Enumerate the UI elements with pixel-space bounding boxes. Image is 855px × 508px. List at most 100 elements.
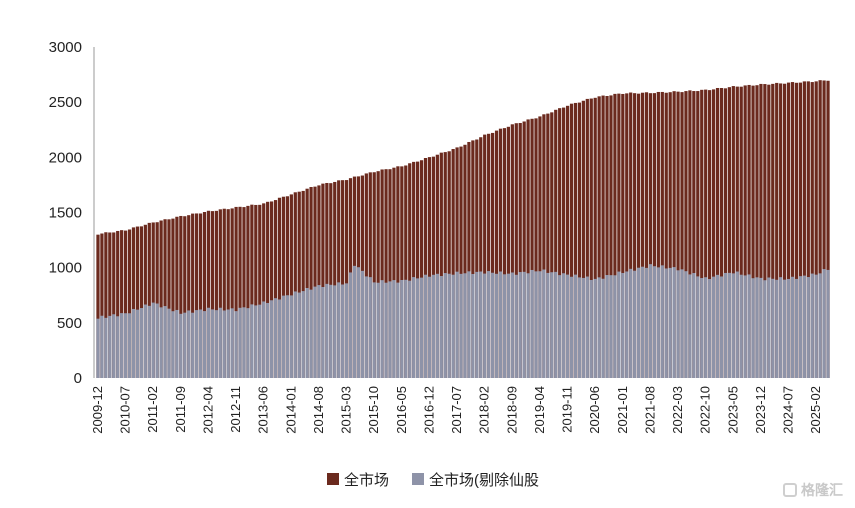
bar-ex-penny: [147, 305, 151, 378]
bar-ex-penny: [198, 309, 203, 378]
bar-total: [719, 88, 724, 378]
x-tick-label: 2018-09: [504, 386, 519, 434]
bar-ex-penny: [104, 317, 108, 378]
bar-total: [242, 207, 246, 378]
bar-total: [112, 232, 116, 378]
bar-ex-penny: [708, 279, 712, 378]
bar-ex-penny: [581, 277, 585, 378]
bar-total: [143, 224, 147, 378]
bar-ex-penny: [234, 311, 238, 378]
bar-ex-penny: [404, 279, 408, 378]
x-tick-label: 2010-07: [118, 386, 133, 434]
bar-total: [368, 172, 372, 378]
bar-total: [321, 183, 325, 378]
bar-total: [573, 102, 578, 378]
bar-ex-penny: [187, 310, 191, 378]
x-tick-label: 2025-02: [808, 386, 823, 434]
bar-total: [281, 196, 286, 378]
bar-ex-penny: [309, 289, 313, 378]
bar-ex-penny: [155, 303, 159, 378]
x-axis: 2009-12 2010-07 2011-02 2011-09 2012-04 2012-…: [90, 386, 823, 434]
bar-total: [585, 98, 589, 378]
bar-total: [210, 211, 215, 378]
bar-total: [790, 82, 795, 378]
bar-total: [727, 87, 731, 378]
bar-total: [171, 218, 175, 378]
bar-total: [526, 119, 530, 379]
bar-ex-penny: [763, 280, 767, 378]
bar-total: [621, 93, 625, 378]
bar-ex-penny: [447, 273, 451, 378]
bar-total: [502, 128, 507, 378]
bar-total: [191, 213, 195, 378]
bar-ex-penny: [285, 295, 290, 378]
bar-ex-penny: [589, 279, 593, 378]
bar-total: [218, 209, 222, 378]
bar-total: [810, 82, 814, 378]
bar-ex-penny: [577, 277, 582, 378]
x-tick-label: 2012-04: [201, 386, 216, 434]
bar-total: [183, 216, 187, 378]
bar-ex-penny: [676, 270, 680, 378]
bar-total: [471, 140, 475, 378]
bar-total: [565, 105, 570, 378]
bar-ex-penny: [506, 273, 510, 378]
bar-ex-penny: [719, 276, 724, 378]
bar-total: [364, 173, 368, 378]
bar-ex-penny: [116, 316, 120, 378]
bar-ex-penny: [317, 285, 321, 378]
bar-ex-penny: [143, 304, 147, 378]
bar-total: [625, 93, 629, 379]
bar-total: [786, 82, 791, 378]
bar-ex-penny: [412, 277, 416, 378]
bar-total: [711, 89, 716, 378]
x-tick-label: 2019-11: [560, 386, 575, 433]
series-ex-penny-bars: [96, 264, 830, 378]
bar-ex-penny: [439, 275, 443, 378]
bar-total: [175, 216, 179, 378]
bar-ex-penny: [159, 307, 163, 378]
bar-total: [155, 222, 159, 378]
y-tick-label: 2500: [49, 94, 82, 111]
bar-total: [289, 194, 293, 378]
legend-label-ex-penny: 全市场(剔除仙股: [429, 471, 539, 489]
x-tick-label: 2020-06: [587, 386, 602, 434]
bar-total: [644, 92, 649, 378]
bar-total: [246, 205, 250, 378]
bar-total: [775, 82, 779, 378]
bar-total: [427, 157, 432, 378]
bar-total: [490, 132, 495, 378]
bar-ex-penny: [313, 286, 317, 378]
bar-total: [108, 232, 112, 378]
bar-ex-penny: [814, 274, 818, 378]
bar-total: [688, 90, 692, 378]
bar-total: [554, 109, 558, 379]
bar-ex-penny: [617, 271, 621, 378]
bar-ex-penny: [558, 275, 562, 378]
bar-ex-penny: [281, 295, 286, 378]
bar-ex-penny: [459, 273, 463, 378]
bar-total: [530, 118, 534, 378]
bar-ex-penny: [230, 308, 234, 378]
bar-total: [431, 156, 436, 378]
bar-ex-penny: [479, 271, 483, 378]
bar-ex-penny: [427, 276, 432, 378]
bar-total: [676, 91, 680, 379]
bar-ex-penny: [400, 280, 404, 378]
bar-total: [767, 84, 771, 378]
x-tick-label: 2024-07: [781, 386, 796, 434]
bar-ex-penny: [534, 271, 538, 378]
bar-ex-penny: [210, 309, 215, 378]
bar-total: [222, 208, 226, 378]
bar-total: [613, 93, 617, 378]
bar-total: [202, 212, 207, 378]
bar-ex-penny: [246, 308, 250, 378]
bar-total: [238, 206, 242, 378]
bar-total: [518, 123, 522, 378]
bar-total: [234, 206, 238, 378]
bar-total: [498, 128, 503, 378]
bar-ex-penny: [526, 273, 530, 378]
bar-ex-penny: [786, 278, 791, 378]
bar-ex-penny: [510, 272, 514, 378]
bar-ex-penny: [514, 274, 518, 378]
